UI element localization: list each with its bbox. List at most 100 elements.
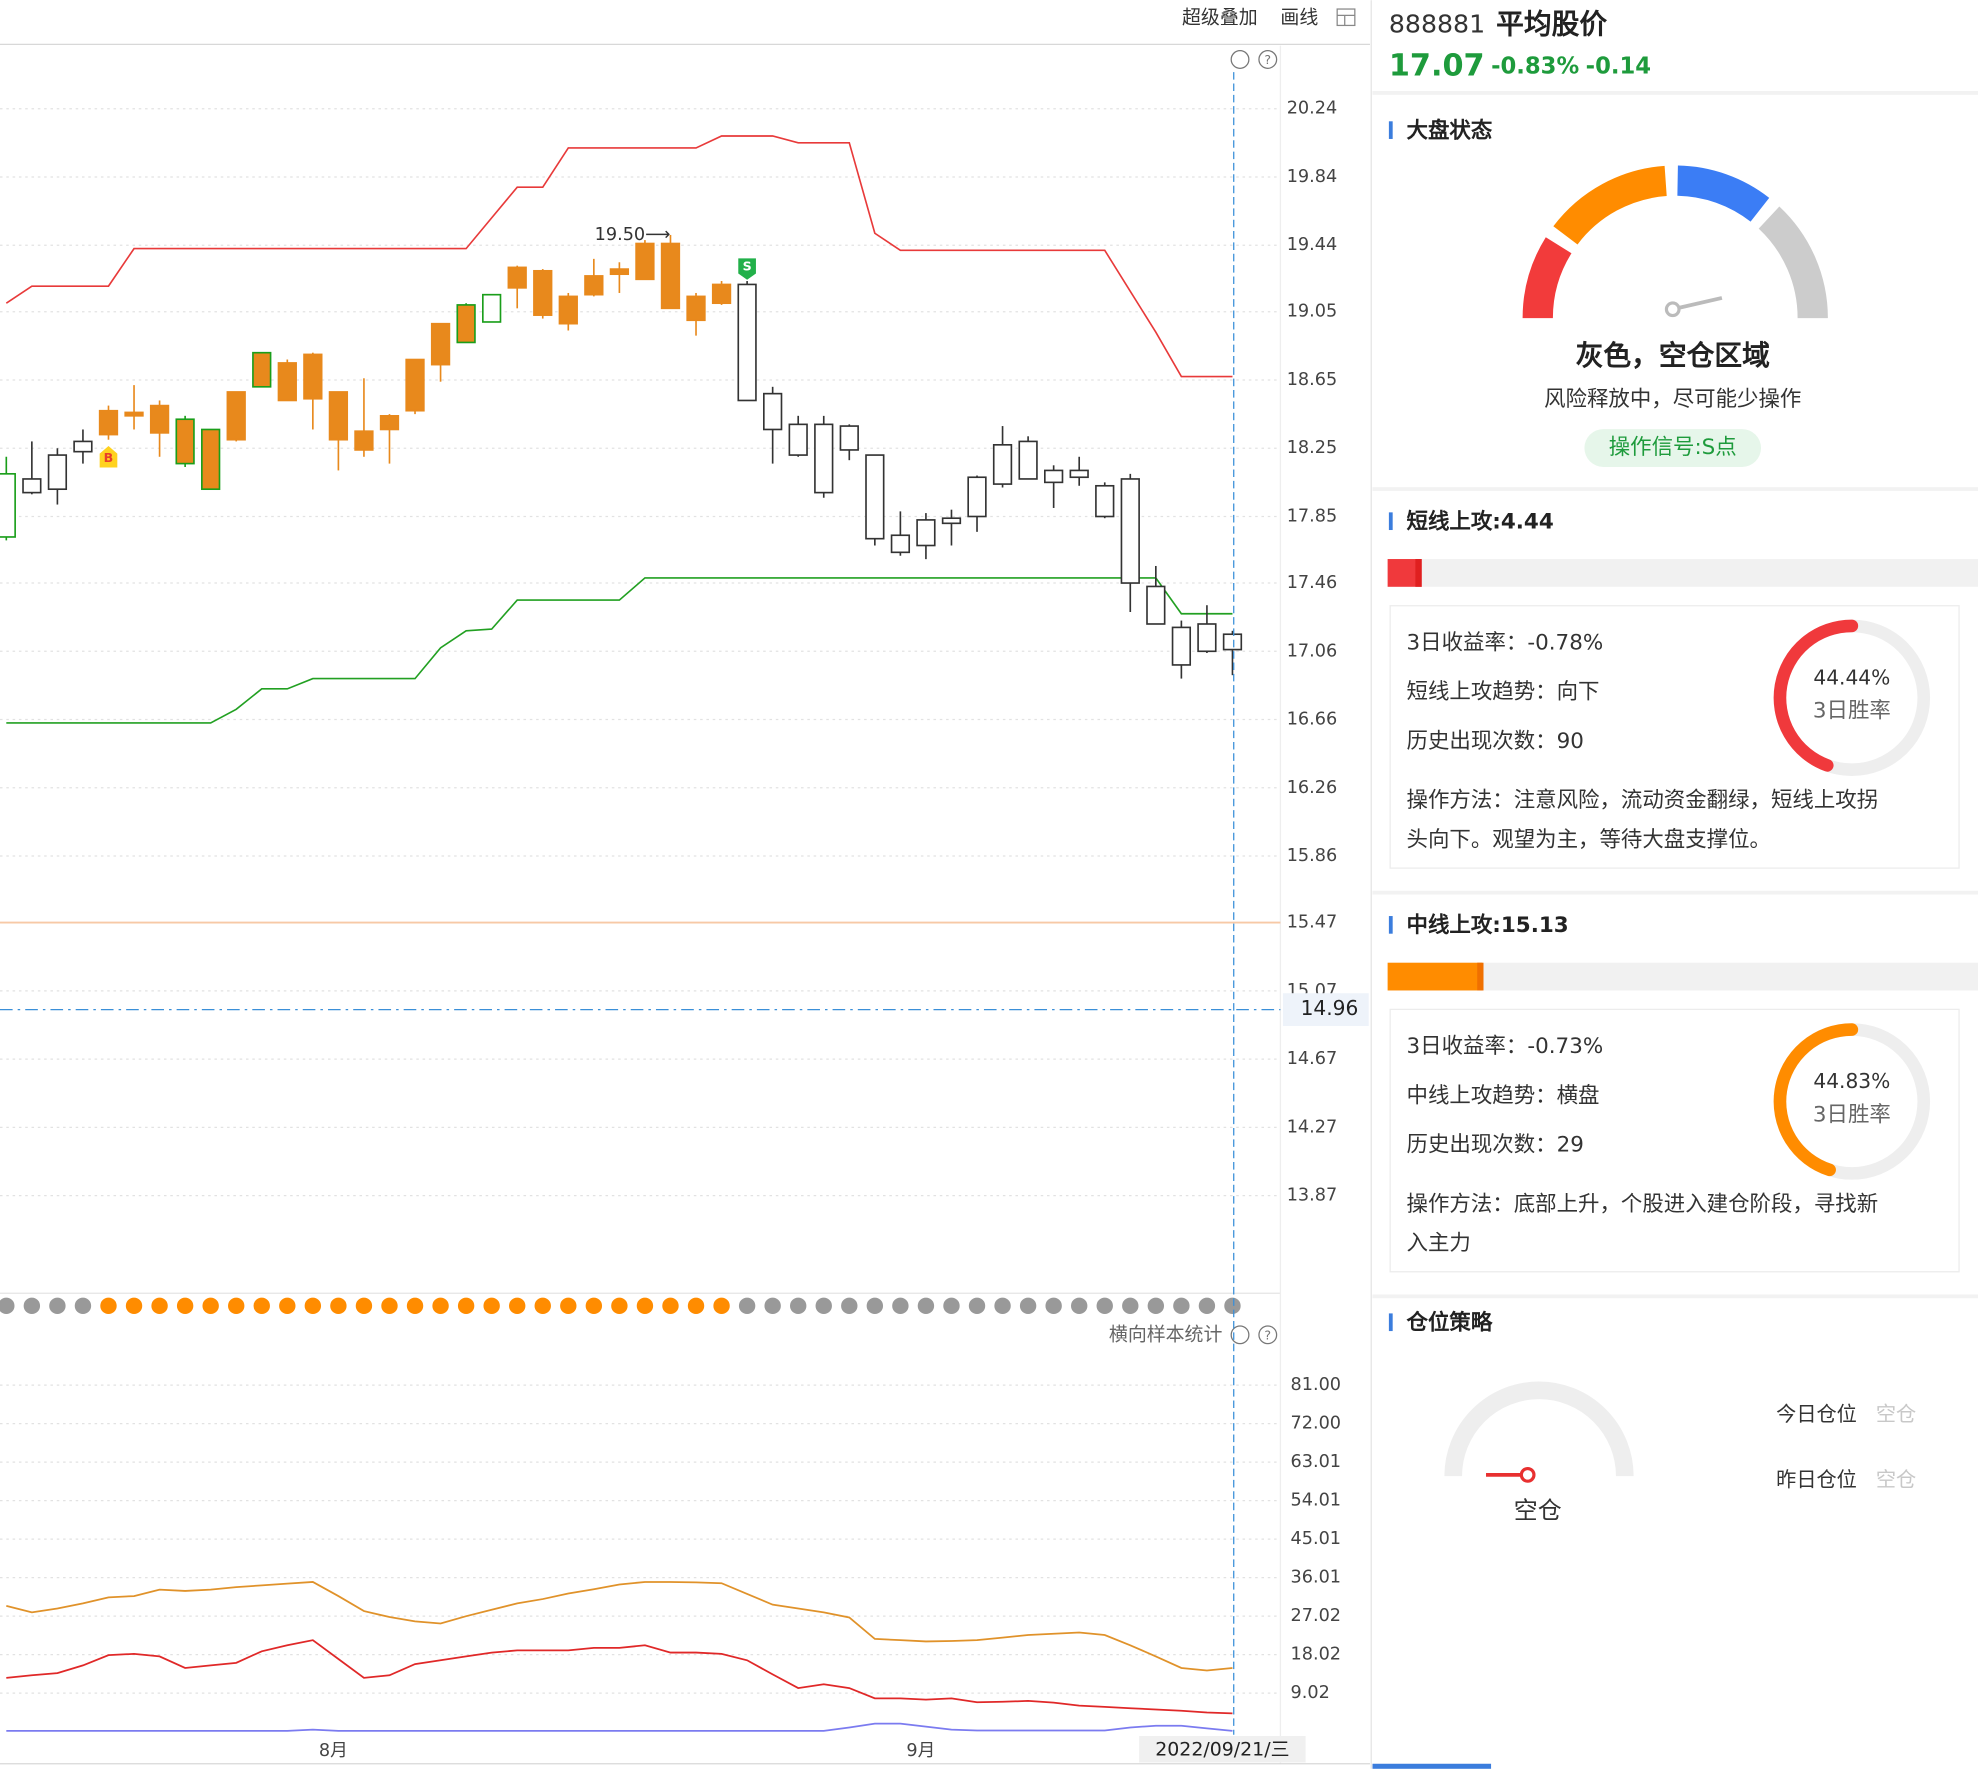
settings-icon[interactable] bbox=[1230, 50, 1250, 69]
candle-body bbox=[328, 391, 349, 441]
help-icon[interactable] bbox=[1258, 1325, 1278, 1345]
section-divider bbox=[1372, 487, 1978, 491]
candle-body bbox=[558, 295, 578, 325]
signal-dot bbox=[994, 1297, 1011, 1315]
candle-body bbox=[686, 295, 706, 322]
signal-dot bbox=[151, 1297, 168, 1315]
crosshair-label: 14.96 bbox=[1301, 996, 1359, 1020]
y-tick-label: 72.00 bbox=[1290, 1414, 1341, 1434]
y-tick-label: 45.01 bbox=[1290, 1529, 1341, 1549]
section-divider bbox=[1372, 91, 1978, 95]
x-tick-label: 8月 bbox=[319, 1741, 348, 1761]
signal-dot bbox=[0, 1297, 15, 1315]
signal-dot bbox=[279, 1297, 296, 1315]
layout-icon[interactable] bbox=[1336, 8, 1356, 27]
gauge-segment bbox=[1676, 165, 1770, 222]
toolbar-button[interactable]: 超级叠加 bbox=[1182, 6, 1258, 28]
y-tick-label: 19.05 bbox=[1287, 302, 1338, 322]
candle-body bbox=[430, 322, 451, 366]
candle-body bbox=[1018, 440, 1038, 480]
signal-dot bbox=[1045, 1297, 1062, 1315]
candle-body bbox=[354, 430, 374, 451]
signal-dot bbox=[253, 1297, 270, 1315]
stock-change: -0.14 bbox=[1586, 54, 1651, 80]
position-hub bbox=[1519, 1466, 1536, 1483]
signal-label: B bbox=[104, 450, 114, 465]
candle-body bbox=[303, 353, 323, 400]
signal-dot bbox=[228, 1297, 245, 1315]
stat-line: 中线上攻趋势：横盘 bbox=[1407, 1083, 1600, 1108]
stock-name: 平均股价 bbox=[1496, 7, 1607, 40]
candle-body bbox=[992, 444, 1013, 485]
side-panel: 888881 平均股价 17.07 -0.83% -0.14 大盘状态 灰色，空… bbox=[1372, 7, 1978, 1769]
signal-dot bbox=[1019, 1297, 1037, 1315]
signal-dot bbox=[355, 1297, 373, 1315]
position-row-label: 今日仓位 bbox=[1776, 1402, 1857, 1426]
signal-dot bbox=[406, 1297, 424, 1315]
band-line bbox=[6, 577, 1233, 724]
candle-body bbox=[1222, 633, 1243, 651]
help-icon[interactable] bbox=[1258, 50, 1278, 69]
candle-body bbox=[967, 476, 987, 518]
stat-line: 3日收益率：-0.73% bbox=[1407, 1034, 1604, 1059]
method-line: 操作方法：注意风险，流动资金翻绿，短线上攻拐 bbox=[1407, 788, 1879, 813]
signal-text: 操作信号:S点 bbox=[1609, 435, 1737, 460]
signal-dot bbox=[585, 1297, 603, 1315]
signal-label: S bbox=[743, 259, 752, 274]
section-divider bbox=[1372, 1294, 1978, 1299]
gauge-needle bbox=[1672, 296, 1723, 312]
gauge-segment bbox=[1522, 237, 1572, 319]
candle-body bbox=[865, 454, 885, 540]
position-row-value: 空仓 bbox=[1876, 1468, 1916, 1492]
y-tick-label: 9.02 bbox=[1290, 1683, 1329, 1703]
signal-dot bbox=[23, 1297, 41, 1315]
y-tick-label: 18.02 bbox=[1290, 1645, 1341, 1665]
stock-price: 17.07 bbox=[1389, 49, 1485, 84]
candle-body bbox=[1146, 585, 1166, 625]
candle-body bbox=[584, 275, 604, 296]
candle-body bbox=[1044, 469, 1064, 484]
candle-body bbox=[711, 283, 732, 305]
signal-dot bbox=[943, 1297, 960, 1315]
series-line bbox=[6, 1722, 1233, 1732]
y-tick-label: 14.67 bbox=[1287, 1049, 1338, 1069]
candle-body bbox=[175, 418, 195, 465]
signal-dot bbox=[1122, 1297, 1139, 1315]
info-box bbox=[1389, 605, 1960, 869]
section-marker bbox=[1388, 916, 1393, 934]
y-tick-label: 36.01 bbox=[1290, 1568, 1341, 1588]
gauge-segment bbox=[1553, 165, 1668, 245]
y-tick-label: 17.06 bbox=[1287, 641, 1338, 661]
win-rate-label: 3日胜率 bbox=[1813, 699, 1891, 724]
signal-pill bbox=[1584, 429, 1762, 467]
candle-body bbox=[252, 351, 272, 388]
candle-body bbox=[98, 409, 119, 436]
section-title: 短线上攻:4.44 bbox=[1407, 508, 1554, 534]
toolbar-button[interactable]: 画线 bbox=[1280, 6, 1318, 28]
chart-icons[interactable]: ? ? bbox=[1230, 50, 1278, 1345]
signal-dot bbox=[866, 1297, 884, 1315]
stat-line: 历史出现次数：29 bbox=[1407, 1133, 1584, 1158]
y-tick-label: 15.86 bbox=[1287, 846, 1338, 866]
market-description: 风险释放中，尽可能少操作 bbox=[1544, 387, 1801, 412]
candle-body bbox=[201, 428, 221, 491]
candle-body bbox=[22, 478, 42, 494]
y-tick-label: 16.26 bbox=[1287, 778, 1338, 798]
section-marker bbox=[1388, 512, 1393, 531]
signal-dot bbox=[202, 1297, 219, 1315]
candle-body bbox=[507, 266, 527, 289]
x-tick-label: 9月 bbox=[906, 1741, 935, 1761]
panel-tab-indicator bbox=[1372, 1763, 1492, 1769]
method-line: 操作方法：底部上升，个股进入建仓阶段，寻找新 bbox=[1407, 1192, 1879, 1217]
y-tick-label: 14.27 bbox=[1287, 1117, 1338, 1137]
candle-body bbox=[1197, 623, 1217, 653]
y-tick-label: 17.46 bbox=[1287, 573, 1338, 593]
signal-dot bbox=[790, 1297, 807, 1315]
icon-frame bbox=[1336, 8, 1356, 27]
candle-body bbox=[788, 423, 808, 456]
candle-body bbox=[916, 519, 936, 547]
signal-dot bbox=[841, 1297, 858, 1315]
settings-icon[interactable] bbox=[1230, 1325, 1250, 1345]
signal-dot bbox=[432, 1297, 449, 1315]
